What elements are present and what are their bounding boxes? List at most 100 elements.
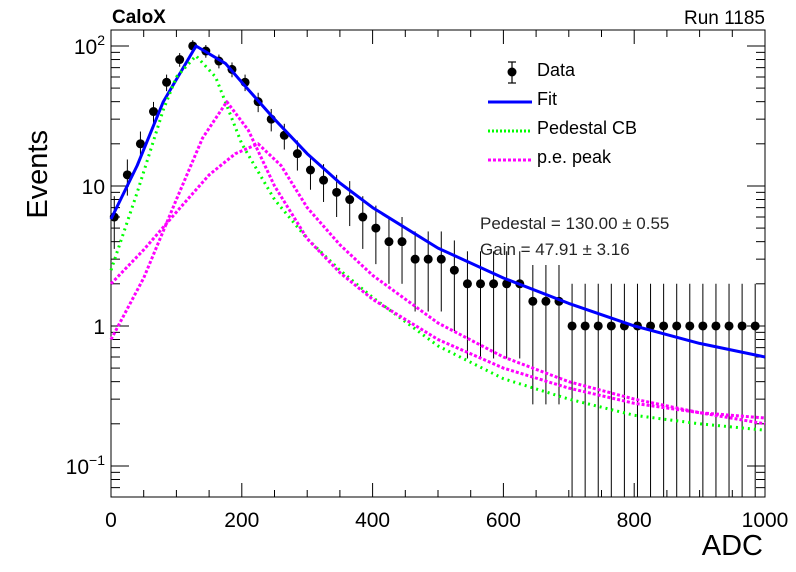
- series-line-fit-0: [109, 44, 766, 359]
- data-marker: [476, 279, 486, 289]
- data-point: [632, 283, 642, 497]
- data-point: [319, 164, 329, 202]
- data-point: [489, 251, 499, 359]
- data-marker: [449, 265, 459, 275]
- data-point: [358, 196, 368, 249]
- data-marker: [175, 55, 185, 65]
- data-marker: [305, 165, 315, 175]
- data-point: [528, 265, 538, 405]
- data-marker: [149, 107, 159, 117]
- data-point: [672, 283, 682, 497]
- data-point: [436, 231, 446, 312]
- data-marker: [750, 321, 760, 331]
- x-tick-label: 200: [224, 509, 259, 532]
- y-tick-label: 102: [74, 32, 105, 59]
- y-axis-label: Events: [22, 130, 54, 219]
- fit-stats-box: Pedestal = 130.00 ± 0.55 Gain = 47.91 ± …: [480, 211, 669, 263]
- data-marker: [685, 321, 695, 331]
- data-point: [149, 101, 159, 123]
- data-marker: [135, 139, 145, 149]
- x-tick-label: 800: [617, 509, 652, 532]
- data-point: [384, 217, 394, 284]
- chart-legend: Data Fit Pedestal CB p.e. peak: [482, 58, 642, 174]
- legend-label-pe-peak: p.e. peak: [537, 147, 612, 167]
- plot-frame: [110, 29, 766, 498]
- data-marker: [711, 321, 721, 331]
- data-point: [175, 53, 185, 67]
- data-point: [122, 159, 132, 196]
- data-marker: [489, 279, 499, 289]
- data-marker: [371, 223, 381, 233]
- experiment-label: CaloX: [112, 7, 166, 28]
- data-marker: [292, 149, 302, 159]
- data-marker: [122, 170, 132, 180]
- data-marker: [423, 254, 433, 264]
- data-marker: [332, 187, 342, 197]
- legend-item-pedestal: Pedestal CB: [482, 116, 642, 145]
- run-label: Run 1185: [684, 8, 765, 29]
- x-tick-label: 400: [355, 509, 390, 532]
- legend-label-pedestal: Pedestal CB: [537, 118, 638, 138]
- data-point: [397, 217, 407, 284]
- data-marker: [737, 321, 747, 331]
- x-tick-label: 1000: [742, 509, 789, 532]
- data-point: [567, 283, 577, 497]
- legend-item-fit: Fit: [482, 87, 642, 116]
- data-point: [685, 283, 695, 497]
- data-marker: [345, 195, 355, 205]
- data-marker: [162, 77, 172, 87]
- data-marker: [659, 321, 669, 331]
- series-line-pedestal-cb-1: [109, 54, 766, 432]
- data-marker: [593, 321, 603, 331]
- x-tick-label: 0: [105, 509, 117, 532]
- x-axis-label: ADC: [701, 530, 763, 562]
- data-marker: [436, 254, 446, 264]
- data-point: [711, 283, 721, 497]
- y-tick-label: 10: [82, 176, 105, 199]
- data-point: [646, 283, 656, 497]
- data-marker: [541, 296, 551, 306]
- legend-line-fit: [488, 100, 532, 104]
- data-point: [619, 283, 629, 497]
- data-marker: [698, 321, 708, 331]
- data-marker: [580, 321, 590, 331]
- data-point: [698, 283, 708, 497]
- legend-line-pe-peak: [488, 158, 532, 162]
- series-line-p-e-peak-3: [109, 142, 766, 426]
- data-marker: [397, 237, 407, 247]
- data-marker: [462, 279, 472, 289]
- data-marker: [319, 175, 329, 185]
- data-point: [724, 283, 734, 497]
- stat-pedestal: Pedestal = 130.00 ± 0.55: [480, 214, 670, 233]
- data-point: [371, 205, 381, 265]
- legend-line-pedestal: [488, 129, 532, 133]
- legend-label-fit: Fit: [537, 89, 557, 109]
- stat-gain: Gain = 47.91 ± 3.16: [480, 240, 630, 259]
- y-tick-label: 1: [93, 316, 105, 339]
- data-marker: [528, 296, 538, 306]
- data-point: [462, 251, 472, 359]
- data-point: [502, 251, 512, 359]
- x-tick-label: 600: [486, 509, 521, 532]
- data-marker: [672, 321, 682, 331]
- y-tick-label: 10−1: [66, 452, 106, 479]
- legend-item-data: Data: [482, 58, 642, 87]
- data-marker: [384, 237, 394, 247]
- data-marker: [410, 254, 420, 264]
- data-point: [750, 283, 760, 497]
- data-point: [162, 74, 172, 92]
- data-point: [659, 283, 669, 497]
- data-point: [423, 231, 433, 312]
- legend-label-data: Data: [537, 60, 576, 80]
- data-point: [305, 155, 315, 190]
- data-marker: [606, 321, 616, 331]
- data-marker: [358, 212, 368, 222]
- data-point: [410, 231, 420, 312]
- data-point: [737, 283, 747, 497]
- data-marker: [724, 321, 734, 331]
- data-point: [515, 251, 525, 359]
- legend-item-pe-peak: p.e. peak: [482, 145, 642, 174]
- data-marker: [567, 321, 577, 331]
- legend-marker-data: [507, 61, 517, 84]
